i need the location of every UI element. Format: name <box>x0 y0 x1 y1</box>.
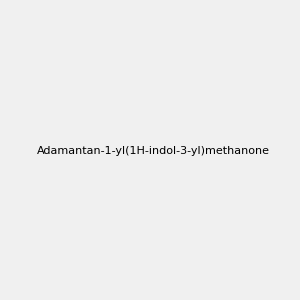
Text: Adamantan-1-yl(1H-indol-3-yl)methanone: Adamantan-1-yl(1H-indol-3-yl)methanone <box>37 146 270 157</box>
